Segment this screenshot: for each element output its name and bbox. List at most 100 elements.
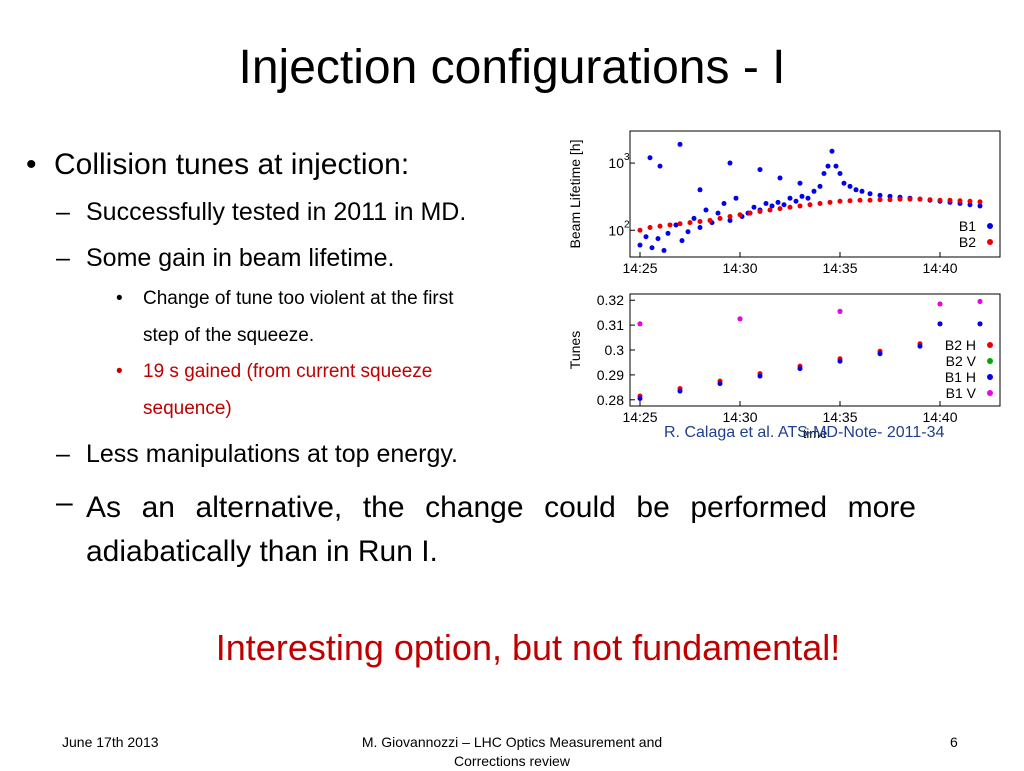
legend-label: B1 H [945, 369, 976, 385]
data-point-b2 [787, 204, 793, 210]
bullet-collision-tunes: Collision tunes at injection: [54, 148, 410, 181]
sub-bullet-tune-change-2: step of the squeeze. [143, 325, 315, 346]
y-axis-label: Tunes [568, 331, 583, 369]
data-point-b2 [687, 220, 693, 226]
data-point-b1 [661, 247, 667, 253]
data-point-b1-h [917, 343, 923, 349]
data-point-b1-h [677, 388, 683, 394]
y-tick-exponent: 2 [624, 219, 630, 230]
y-tick-label: 0.3 [605, 342, 625, 358]
data-point-b2 [727, 214, 733, 220]
data-point-b1-v [937, 301, 943, 307]
data-point-b2 [857, 197, 863, 203]
data-point-b1 [665, 230, 671, 236]
x-tick-label: 14:30 [722, 409, 757, 425]
data-point-b1 [685, 229, 691, 235]
data-point-b2 [977, 199, 983, 205]
data-point-b2 [847, 198, 853, 204]
data-point-b1 [757, 167, 763, 173]
data-point-b1 [829, 148, 835, 154]
legend-label: B1 [959, 218, 976, 234]
footer-author-line1: M. Giovannozzi – LHC Optics Measurement … [361, 734, 663, 750]
bullet-alternative: As an alternative, the change could be p… [86, 491, 916, 568]
data-point-b1 [637, 242, 643, 248]
data-point-b1 [655, 236, 661, 242]
legend-marker [987, 223, 993, 229]
x-tick-label: 14:40 [922, 409, 957, 425]
data-point-b1 [657, 163, 663, 169]
dash: – [56, 244, 70, 272]
footer-page-number: 6 [950, 734, 958, 750]
data-point-b2 [817, 201, 823, 207]
dash: – [56, 486, 73, 519]
legend-label: B2 V [946, 353, 977, 369]
data-point-b1-h [757, 373, 763, 379]
data-point-b2 [767, 207, 773, 213]
data-point-b1 [777, 175, 783, 181]
bullet-less-manipulations: Less manipulations at top energy. [86, 440, 458, 468]
data-point-b1-v [637, 321, 643, 327]
data-point-b2 [657, 223, 663, 229]
data-point-b2 [867, 197, 873, 203]
data-point-b2 [937, 197, 943, 203]
x-tick-label: 14:40 [922, 260, 957, 276]
data-point-b1 [647, 155, 653, 161]
data-point-b1 [733, 195, 739, 201]
data-point-b1 [811, 188, 817, 194]
data-point-b2 [747, 210, 753, 216]
data-point-b1 [703, 207, 709, 213]
y-axis-label: Beam Lifetime [h] [568, 140, 583, 249]
bullet-gain-lifetime: Some gain in beam lifetime. [86, 244, 395, 272]
dash: – [56, 198, 70, 226]
data-point-b1 [799, 193, 805, 199]
y-tick-label: 0.28 [597, 392, 624, 408]
data-point-b2 [927, 197, 933, 203]
data-point-b1-h [797, 366, 803, 372]
bullet-tested-2011: Successfully tested in 2011 in MD. [86, 198, 467, 226]
data-point-b1 [727, 217, 733, 223]
data-point-b1 [867, 191, 873, 197]
x-tick-label: 14:25 [622, 260, 657, 276]
y-tick-label: 0.31 [597, 317, 624, 333]
legend-marker [987, 374, 993, 380]
data-point-b1 [837, 170, 843, 176]
data-point-b1 [797, 180, 803, 186]
slide-title: Injection configurations - I [238, 41, 786, 94]
data-point-b2 [897, 196, 903, 202]
footer-author: M. Giovannozzi – LHC Optics Measurement … [300, 733, 724, 771]
legend-marker [987, 390, 993, 396]
sub-bullet-dot: • [116, 361, 123, 382]
data-point-b1 [721, 201, 727, 207]
data-point-b2 [827, 199, 833, 205]
legend-label: B2 H [945, 337, 976, 353]
data-point-b1 [805, 195, 811, 201]
data-point-b1-h [877, 351, 883, 357]
sub-bullet-dot: • [116, 288, 123, 309]
data-point-b2 [707, 217, 713, 223]
sub-bullet-tune-change-1: Change of tune too violent at the first [143, 288, 454, 309]
data-point-b1 [877, 192, 883, 198]
data-point-b2 [677, 221, 683, 227]
data-point-b2 [877, 197, 883, 203]
highlight-statement: Interesting option, but not fundamental! [215, 627, 841, 668]
data-point-b1 [775, 199, 781, 205]
data-point-b1 [691, 215, 697, 221]
data-point-b1 [677, 141, 683, 147]
x-tick-label: 14:35 [822, 409, 857, 425]
data-point-b2 [637, 227, 643, 233]
data-point-b2 [697, 219, 703, 225]
x-tick-label: 14:30 [722, 260, 757, 276]
data-point-b1 [751, 204, 757, 210]
data-point-b2 [837, 198, 843, 204]
data-point-b1 [715, 210, 721, 216]
data-point-b1 [817, 183, 823, 189]
data-point-b1 [697, 187, 703, 193]
data-point-b2 [957, 198, 963, 204]
x-tick-label: 14:35 [822, 260, 857, 276]
dash: – [56, 440, 70, 468]
data-point-b1-v [737, 316, 743, 322]
data-point-b1 [859, 188, 865, 194]
x-tick-label: 14:25 [622, 409, 657, 425]
tunes-chart: 14:25 14:30 14:35 14:40 0.32 0.31 0.3 0.29 0.28 T… [568, 288, 1016, 450]
